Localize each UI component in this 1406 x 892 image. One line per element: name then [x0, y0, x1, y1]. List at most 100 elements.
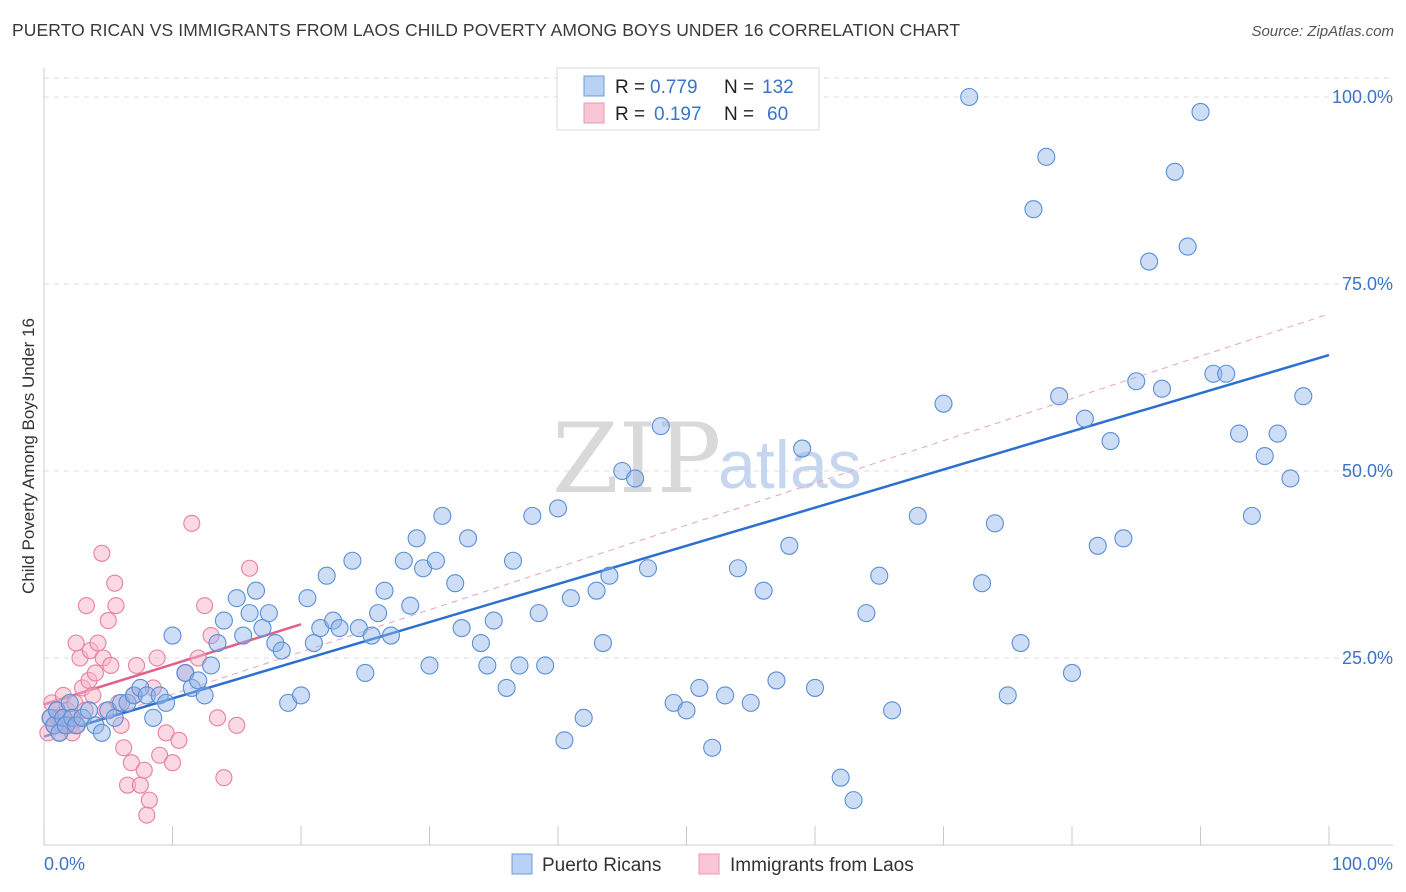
puerto-rican-point [1152, 379, 1171, 398]
puerto-rican-point [1217, 364, 1236, 383]
puerto-rican-point [92, 723, 111, 742]
puerto-rican-point [1088, 536, 1107, 555]
puerto-rican-point [754, 581, 773, 600]
puerto-rican-point [330, 619, 349, 638]
data-points [39, 87, 1313, 824]
legend-n-label-1: N = [724, 77, 754, 98]
y-axis-label: Child Poverty Among Boys Under 16 [19, 318, 38, 594]
puerto-rican-point [452, 619, 471, 638]
puerto-rican-point [767, 671, 786, 690]
watermark-zip: ZIP [552, 403, 721, 515]
puerto-rican-point [1050, 387, 1069, 406]
puerto-rican-point [324, 611, 343, 630]
puerto-rican-point [780, 536, 799, 555]
puerto-rican-point [593, 633, 613, 653]
puerto-rican-point [240, 604, 259, 623]
chart-title: PUERTO RICAN VS IMMIGRANTS FROM LAOS CHI… [12, 20, 961, 40]
laos-point [151, 746, 169, 764]
puerto-rican-point [202, 656, 221, 675]
puerto-rican-point [1255, 446, 1274, 466]
puerto-rican-point [420, 656, 439, 675]
puerto-rican-point [298, 589, 317, 608]
puerto-rican-point [831, 768, 850, 787]
puerto-rican-point [690, 678, 709, 697]
puerto-rican-point [600, 566, 619, 585]
legend-n-value-1: 132 [762, 77, 794, 98]
laos-point [202, 627, 220, 645]
puerto-rican-point [857, 604, 876, 623]
puerto-rican-point [638, 559, 658, 578]
watermark: ZIP atlas [552, 403, 862, 515]
laos-point [157, 724, 175, 742]
trend-line-puerto-ricans [43, 353, 1330, 738]
puerto-rican-point [548, 499, 568, 518]
puerto-rican-point [157, 693, 176, 712]
puerto-rican-point [484, 611, 503, 630]
puerto-rican-point [561, 589, 580, 608]
laos-point [77, 597, 95, 615]
puerto-rican-point [362, 626, 381, 645]
laos-point [196, 597, 214, 615]
puerto-rican-point [124, 686, 143, 705]
puerto-rican-point [150, 686, 169, 705]
x-tick-left: 0.0% [44, 854, 85, 874]
puerto-rican-point [1294, 387, 1313, 406]
puerto-rican-point [144, 708, 163, 727]
laos-point [67, 634, 85, 652]
y-tick-labels: 25.0% 50.0% 75.0% 100.0% [1332, 87, 1393, 668]
puerto-rican-point [131, 678, 150, 697]
puerto-rican-point [844, 791, 863, 810]
puerto-rican-point [458, 529, 478, 548]
puerto-rican-point [118, 693, 137, 712]
bottom-legend-swatch-laos [698, 853, 720, 875]
puerto-rican-point [536, 656, 555, 675]
puerto-rican-point [626, 469, 645, 488]
puerto-rican-point [510, 656, 529, 675]
laos-point [84, 686, 102, 704]
laos-point [106, 574, 124, 592]
x-tick-right: 100.0% [1332, 854, 1393, 874]
puerto-rican-point [1075, 409, 1094, 428]
puerto-rican-point [291, 686, 311, 705]
puerto-rican-point [407, 529, 426, 548]
puerto-rican-point [60, 693, 79, 712]
puerto-rican-point [304, 633, 323, 653]
y-tick-label: 100.0% [1332, 87, 1393, 107]
puerto-rican-point [934, 394, 953, 413]
puerto-rican-point [369, 604, 388, 623]
puerto-rican-point [870, 566, 889, 585]
legend-swatch-laos [583, 102, 605, 124]
puerto-rican-point [259, 604, 278, 623]
puerto-rican-point [960, 87, 979, 107]
watermark-atlas: atlas [718, 427, 862, 503]
legend-n-label-2: N = [724, 104, 754, 125]
y-tick-label: 75.0% [1342, 274, 1393, 294]
laos-point [131, 776, 149, 794]
puerto-rican-point [1114, 529, 1133, 548]
puerto-rican-point [67, 716, 86, 735]
legend-n-value-2: 60 [767, 104, 788, 125]
y-tick-label: 25.0% [1342, 648, 1393, 668]
puerto-rican-point [1191, 102, 1210, 122]
puerto-rican-point [56, 716, 75, 735]
laos-point [89, 634, 107, 652]
trend-line-dashed [43, 313, 1330, 738]
puerto-rican-point [883, 701, 902, 720]
laos-point [135, 761, 153, 779]
puerto-rican-point [214, 611, 233, 630]
puerto-rican-point [433, 506, 452, 525]
puerto-rican-point [446, 574, 465, 593]
puerto-rican-point [715, 686, 735, 705]
source-label: Source: ZipAtlas.com [1251, 23, 1394, 40]
laos-point [107, 597, 125, 615]
bottom-legend-label-puerto-ricans: Puerto Ricans [542, 855, 661, 876]
puerto-rican-point [1024, 200, 1043, 219]
puerto-rican-point [677, 701, 696, 720]
laos-point [228, 716, 246, 734]
puerto-rican-point [246, 581, 266, 600]
laos-point [93, 544, 111, 562]
laos-point [170, 731, 188, 749]
laos-point [127, 656, 146, 675]
puerto-rican-point [401, 596, 420, 615]
